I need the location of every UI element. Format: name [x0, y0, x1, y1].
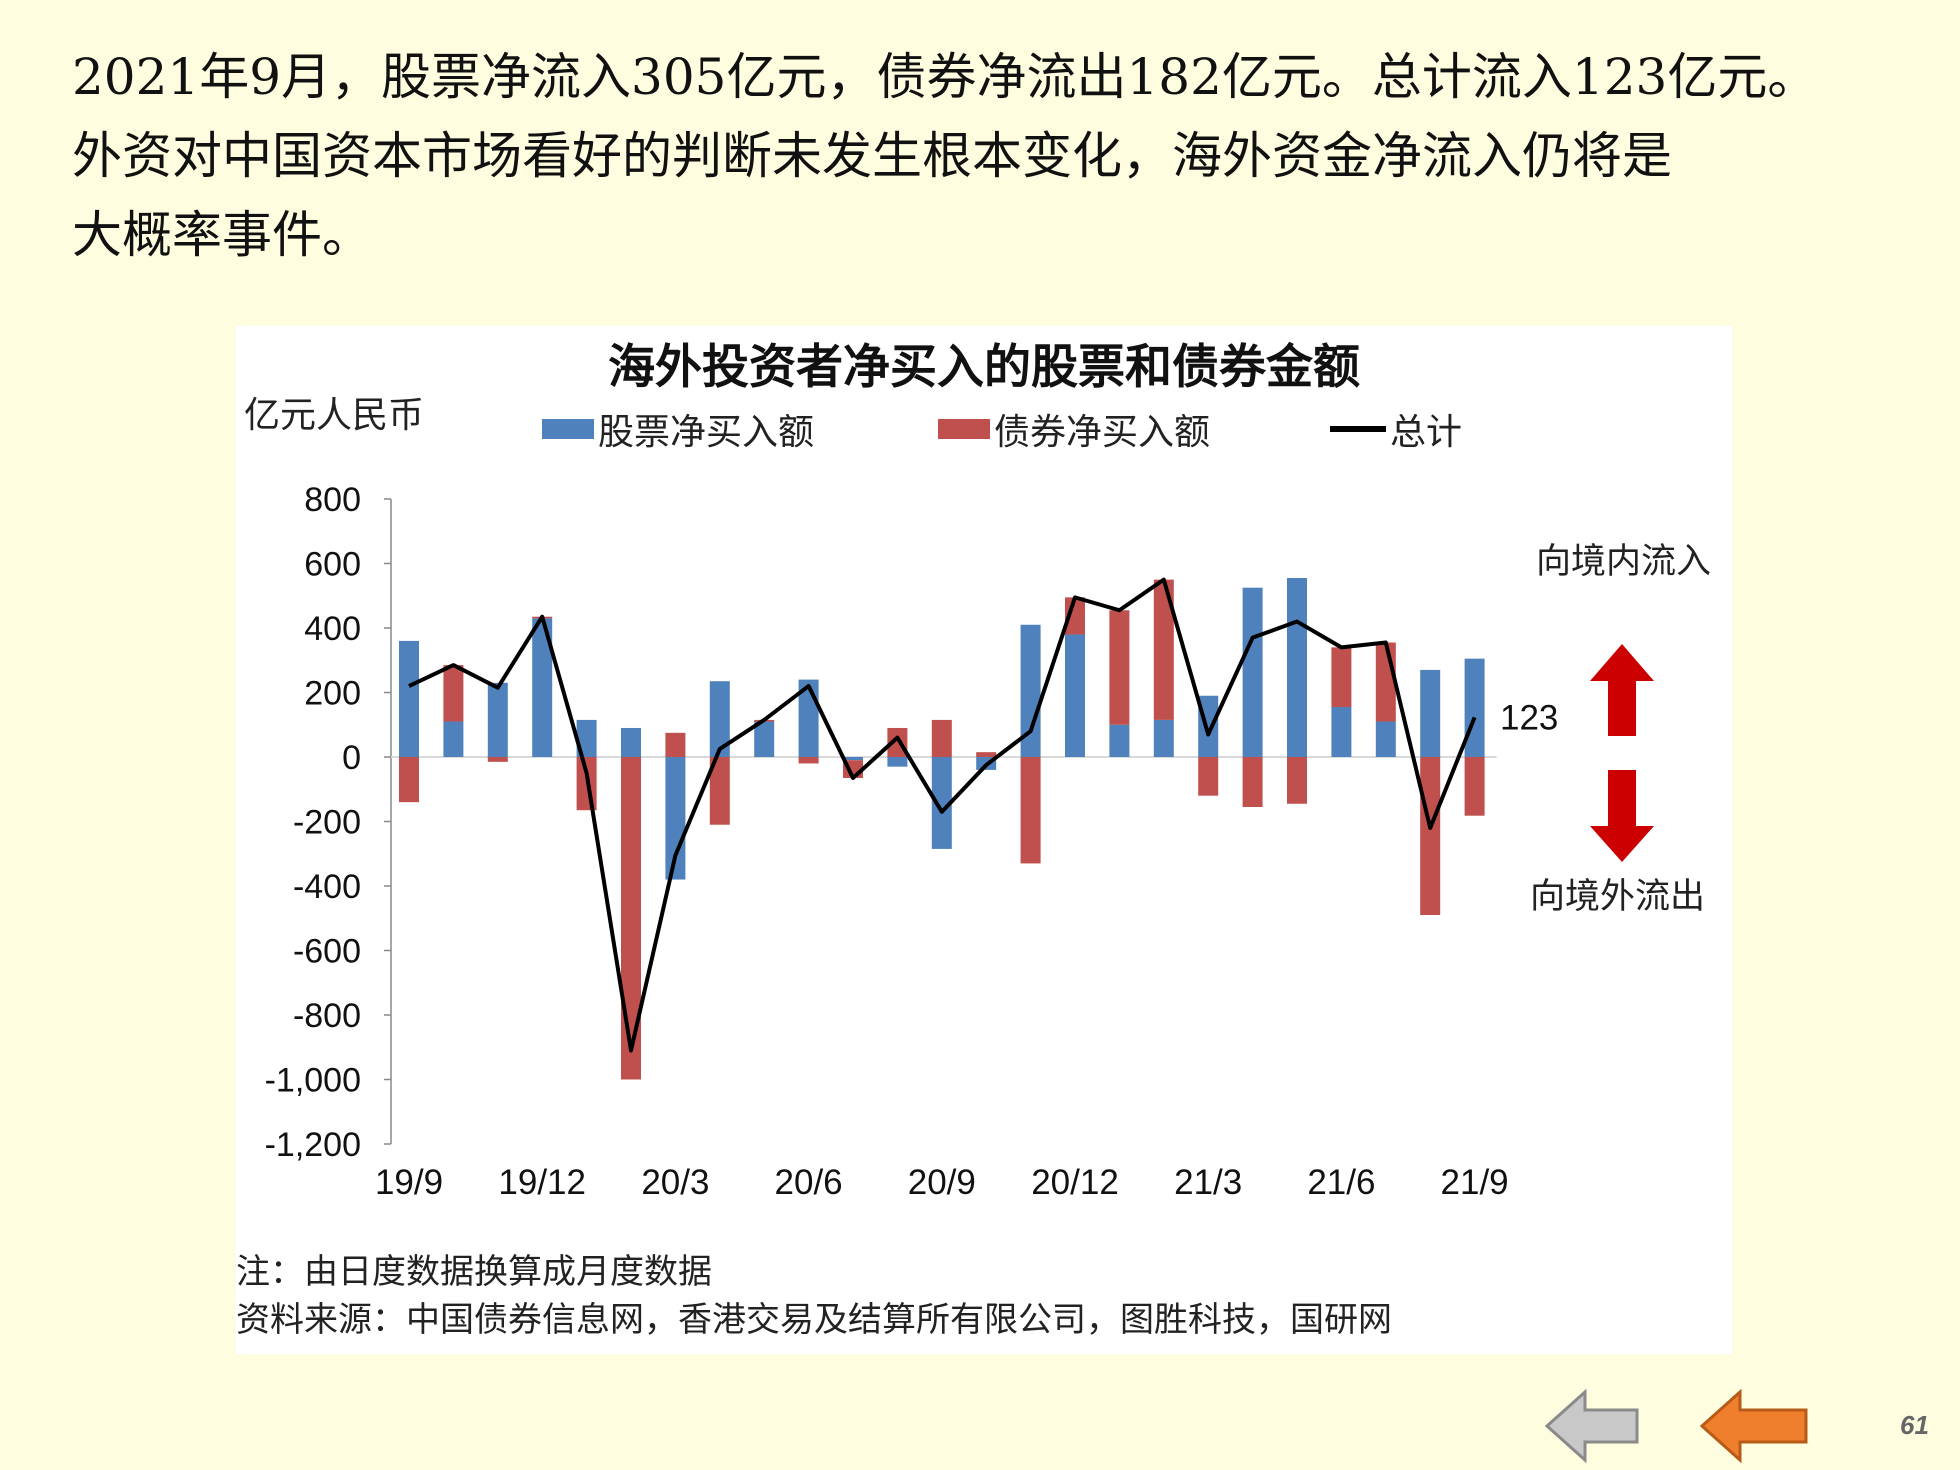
- stock-bar-19-9: [399, 640, 419, 757]
- previous-arrow-icon[interactable]: [1700, 1388, 1810, 1464]
- bond-bar-21-9: [1464, 757, 1485, 816]
- stock-bar-21-2: [1153, 719, 1174, 757]
- bond-bar-20-10: [976, 752, 997, 757]
- chart-panel: 海外投资者净买入的股票和债券金额 亿元人民币 股票净买入额 债券净买入额 总计 …: [236, 326, 1732, 1354]
- stock-bar-21-1: [1109, 724, 1130, 757]
- bond-bar-21-3: [1198, 757, 1219, 796]
- stock-bar-20-5: [754, 721, 775, 757]
- x-tick-label: 20/6: [775, 1163, 843, 1202]
- stock-bar-20-2: [621, 727, 641, 757]
- chart-source: 资料来源：中国债券信息网，香港交易及结算所有限公司，图胜科技，国研网: [236, 1300, 1392, 1340]
- bond-bar-20-2: [621, 757, 641, 1080]
- bond-bar-21-5: [1287, 757, 1307, 804]
- stock-bar-20-11: [1020, 624, 1041, 757]
- bond-bar-21-4: [1242, 757, 1263, 807]
- chart-note: 注：由日度数据换算成月度数据: [236, 1252, 712, 1292]
- bond-bar-20-4: [709, 757, 730, 825]
- y-tick-label: -400: [293, 868, 361, 906]
- back-arrow-icon[interactable]: [1545, 1388, 1641, 1464]
- outflow-arrow-icon: [1590, 770, 1654, 862]
- x-tick-label: 20/12: [1031, 1163, 1119, 1202]
- legend-item-bond: 债券净买入额: [938, 406, 1211, 453]
- stock-bar-21-7: [1375, 721, 1396, 757]
- stock-bar-20-12: [1065, 634, 1085, 757]
- y-tick-label: -800: [293, 997, 361, 1035]
- bond-bar-20-9: [931, 719, 952, 757]
- stock-bar-21-5: [1287, 578, 1307, 757]
- legend-label-total: 总计: [1390, 412, 1463, 453]
- inflow-label: 向境内流入: [1536, 542, 1711, 582]
- x-tick-label: 19/12: [498, 1163, 586, 1202]
- legend-swatch-stock: [542, 419, 594, 439]
- bond-bar-20-6: [798, 757, 819, 764]
- x-tick-label: 21/6: [1307, 1163, 1375, 1202]
- y-tick-label: 0: [342, 739, 361, 777]
- legend-swatch-bond: [938, 419, 990, 439]
- bond-bar-19-10: [443, 665, 464, 722]
- stock-bar-19-11: [487, 682, 508, 757]
- inflow-arrow-icon: [1590, 644, 1654, 736]
- stock-bar-21-4: [1242, 587, 1263, 757]
- y-tick-label: 400: [304, 610, 361, 648]
- total-line: [408, 577, 1477, 1053]
- y-tick-label: 600: [304, 546, 361, 584]
- bond-bar-20-11: [1020, 757, 1041, 864]
- bond-bar-20-3: [665, 732, 686, 757]
- outflow-label: 向境外流出: [1530, 877, 1705, 917]
- x-tick-label: 19/9: [375, 1163, 443, 1202]
- x-tick-label: 20/9: [908, 1163, 976, 1202]
- y-tick-label: -1,000: [265, 1062, 361, 1100]
- last-value-label: 123: [1500, 698, 1558, 737]
- x-tick-label: 21/9: [1441, 1163, 1509, 1202]
- headline-line-1: 2021年9月，股票净流入305亿元，债券净流出182亿元。总计流入123亿元。: [72, 48, 1818, 106]
- bond-bar-19-11: [487, 757, 508, 762]
- bond-bar-21-2: [1153, 579, 1174, 720]
- stock-bar-20-1: [576, 719, 597, 757]
- legend-label-bond: 债券净买入额: [994, 412, 1211, 453]
- stock-bar-20-8: [887, 757, 908, 767]
- bond-bar-21-8: [1420, 757, 1441, 916]
- bond-bar-21-6: [1331, 647, 1352, 708]
- stock-bar-20-4: [709, 681, 730, 757]
- x-tick-label: 20/3: [641, 1163, 709, 1202]
- stock-bar-19-12: [532, 618, 553, 757]
- stock-bar-21-9: [1464, 658, 1485, 757]
- bond-bar-19-9: [399, 757, 419, 803]
- legend-label-stock: 股票净买入额: [598, 412, 815, 453]
- bond-bar-21-1: [1109, 610, 1130, 725]
- page-number: 61: [1900, 1410, 1929, 1440]
- y-tick-label: -200: [293, 804, 361, 842]
- stock-bar-20-3: [665, 757, 686, 880]
- chart-plot: 800 600 400 200 0 -200 -400 -600 -800 -1,000 -1,20…: [265, 481, 1711, 1202]
- y-tick-label: -600: [293, 933, 361, 971]
- stock-bar-20-7: [843, 757, 863, 761]
- y-tick-label: 800: [304, 481, 361, 519]
- bond-bar-21-7: [1375, 642, 1396, 722]
- stock-bar-20-9: [931, 757, 952, 849]
- chart-title: 海外投资者净买入的股票和债券金额: [608, 340, 1360, 395]
- legend-line-total: [1330, 426, 1386, 432]
- headline-line-3: 大概率事件。: [72, 206, 372, 264]
- headline: 2021年9月，股票净流入305亿元，债券净流出182亿元。总计流入123亿元。…: [72, 38, 1942, 275]
- stock-bar-19-10: [443, 721, 464, 757]
- legend-item-stock: 股票净买入额: [542, 406, 815, 453]
- y-tick-label: 200: [304, 675, 361, 713]
- legend-item-total: 总计: [1330, 406, 1463, 453]
- x-tick-label: 21/3: [1174, 1163, 1242, 1202]
- y-tick-label: -1,200: [265, 1126, 361, 1164]
- stock-bar-21-8: [1420, 669, 1441, 757]
- y-axis-unit-label: 亿元人民币: [244, 395, 425, 436]
- headline-line-2: 外资对中国资本市场看好的判断未发生根本变化，海外资金净流入仍将是: [72, 127, 1672, 185]
- stock-bar-21-6: [1331, 707, 1352, 757]
